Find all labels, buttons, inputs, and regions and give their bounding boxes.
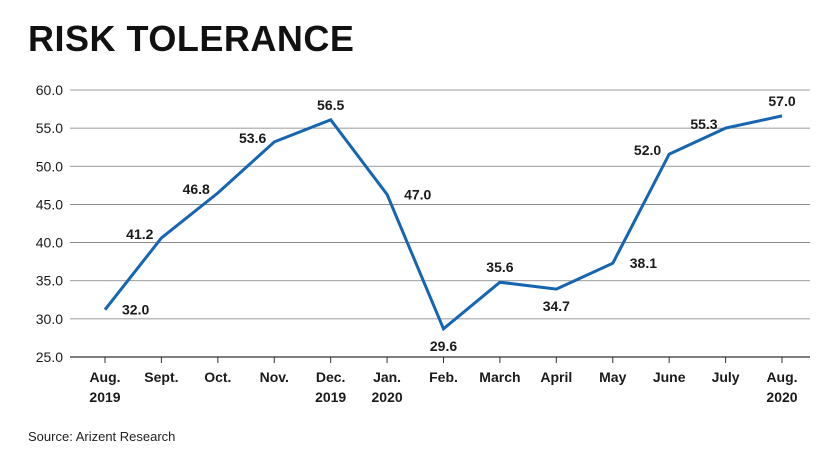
- source-note: Source: Arizent Research: [28, 429, 176, 444]
- x-tick-label: Sept.: [144, 369, 178, 385]
- data-label: 55.3: [690, 116, 717, 132]
- data-label: 35.6: [486, 259, 513, 275]
- data-label: 29.6: [430, 338, 457, 354]
- y-tick-label: 40.0: [36, 235, 63, 251]
- series-line-path: [103, 114, 783, 332]
- data-label: 38.1: [630, 255, 657, 271]
- y-axis-ticks: 25.0 30.0 35.0 40.0 45.0 50.0 55.0 60.0: [36, 82, 63, 365]
- x-tick-label: 2020: [766, 389, 797, 405]
- chart-title: RISK TOLERANCE: [28, 18, 355, 59]
- data-label: 34.7: [543, 298, 570, 314]
- data-label: 52.0: [634, 142, 661, 158]
- x-tick-label: March: [479, 369, 520, 385]
- y-tick-label: 45.0: [36, 196, 63, 212]
- y-tick-label: 60.0: [36, 82, 63, 98]
- x-tick-label: Aug.: [89, 369, 120, 385]
- data-labels: 32.0 41.2 46.8 53.6 56.5 47.0 29.6 35.6 34.7 38.1…: [122, 93, 796, 354]
- data-label: 41.2: [126, 226, 153, 242]
- y-tick-label: 55.0: [36, 120, 63, 136]
- series-line: [103, 114, 783, 332]
- x-tick-label: 2019: [89, 389, 120, 405]
- data-label: 57.0: [768, 93, 795, 109]
- x-axis-ticks: Aug. 2019 Sept. Oct. Nov. Dec. 2019 Jan. 2020 Feb…: [89, 357, 798, 405]
- x-tick-label: Jan.: [373, 369, 401, 385]
- x-tick-label: Nov.: [260, 369, 289, 385]
- x-tick-label: 2019: [315, 389, 346, 405]
- y-tick-label: 35.0: [36, 273, 63, 289]
- data-label: 56.5: [317, 97, 344, 113]
- x-tick-label: Oct.: [204, 369, 231, 385]
- x-tick-label: Dec.: [316, 369, 346, 385]
- x-tick-label: Aug.: [766, 369, 797, 385]
- x-tick-label: April: [540, 369, 572, 385]
- y-tick-label: 25.0: [36, 349, 63, 365]
- x-tick-label: 2020: [372, 389, 403, 405]
- x-tick-label: May: [599, 369, 626, 385]
- y-tick-label: 50.0: [36, 158, 63, 174]
- data-label: 53.6: [239, 130, 266, 146]
- data-label: 47.0: [404, 187, 431, 203]
- x-tick-label: Feb.: [429, 369, 458, 385]
- data-label: 46.8: [183, 181, 210, 197]
- y-tick-label: 30.0: [36, 311, 63, 327]
- data-label: 32.0: [122, 302, 149, 318]
- x-tick-label: June: [653, 369, 686, 385]
- x-tick-label: July: [712, 369, 740, 385]
- risk-tolerance-line-chart: 25.0 30.0 35.0 40.0 45.0 50.0 55.0 60.0 Aug. 201…: [36, 82, 810, 405]
